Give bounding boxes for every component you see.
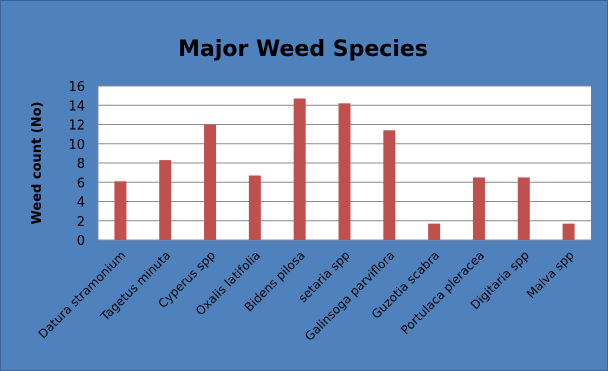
y-tick-label: 0	[77, 234, 85, 249]
y-tick-label: 2	[77, 215, 85, 230]
x-tick-label: Galinsoga parviflora	[302, 248, 397, 343]
y-tick-label: 4	[77, 196, 85, 211]
bar	[248, 175, 261, 240]
y-tick-label: 16	[68, 80, 85, 95]
bar	[428, 223, 441, 240]
y-tick-label: 6	[77, 176, 85, 191]
bar	[293, 98, 306, 240]
y-tick-labels: 0 2 4 6 8 10 12 14 16	[68, 80, 85, 249]
y-axis-label: Weed count (No)	[30, 102, 45, 225]
y-tick-label: 10	[68, 138, 85, 153]
chart-title: Major Weed Species	[178, 37, 428, 62]
bars	[114, 98, 575, 240]
bar	[338, 103, 351, 240]
y-tick-label: 14	[68, 99, 85, 114]
y-tick-label: 8	[77, 157, 85, 172]
bar	[562, 223, 575, 240]
bar	[204, 124, 217, 240]
x-tick-label: Portulaca pleracea	[398, 248, 487, 337]
bar	[383, 130, 396, 240]
y-tick-label: 12	[68, 119, 85, 134]
bar	[472, 177, 485, 240]
bar	[114, 181, 127, 240]
x-tick-label: Datura stramonium	[36, 248, 129, 341]
bar	[159, 160, 172, 240]
bar	[517, 177, 530, 240]
x-tick-label: Malva spp	[524, 248, 577, 301]
